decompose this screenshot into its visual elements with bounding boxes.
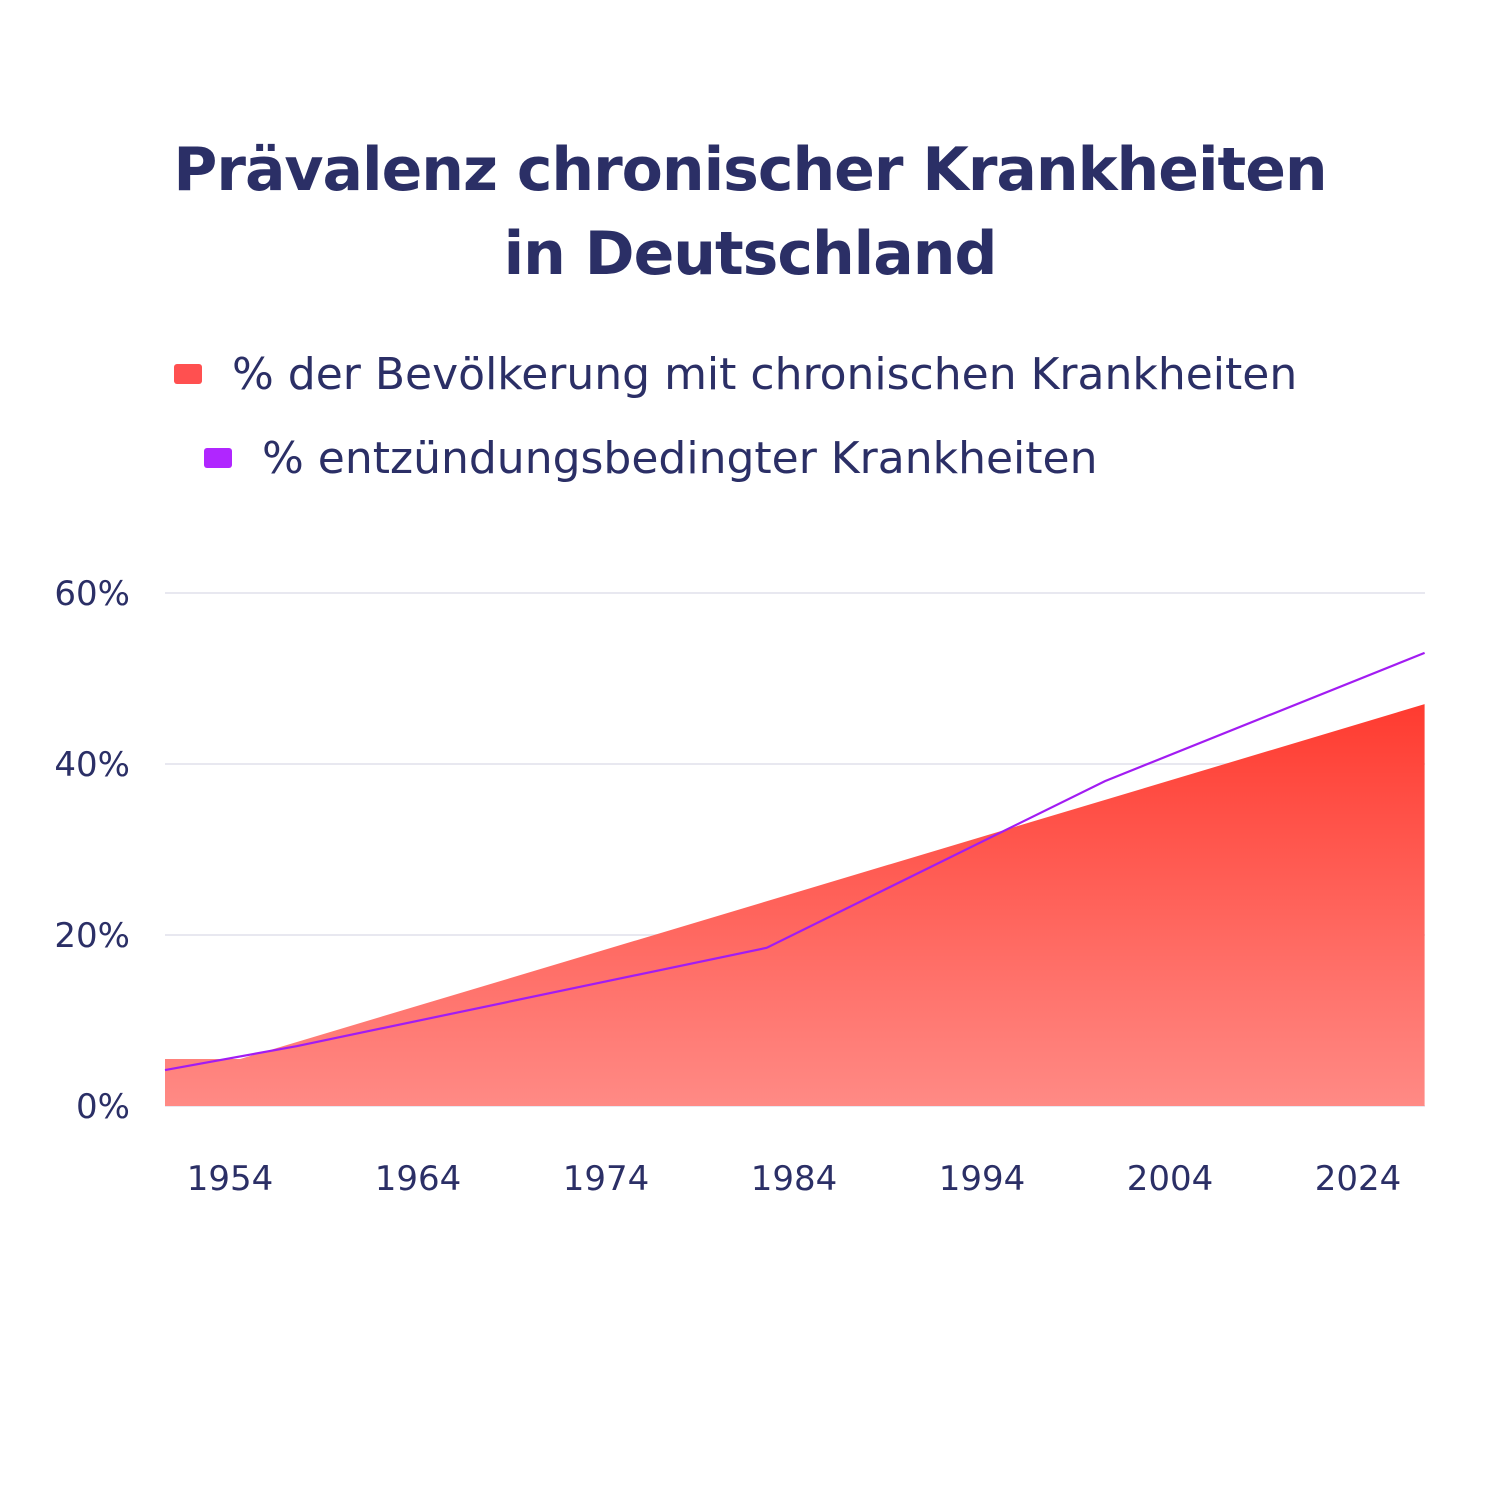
legend-label-chronic: % der Bevölkerung mit chronischen Krankh… [232, 348, 1298, 400]
area-series [165, 704, 1425, 1106]
x-tick-label: 1954 [187, 1159, 274, 1199]
y-tick-label: 20% [54, 916, 130, 956]
x-tick-label: 2004 [1127, 1159, 1214, 1199]
legend-item-inflammatory: % entzündungsbedingter Krankheiten [204, 428, 1097, 488]
x-tick-label: 2024 [1315, 1159, 1402, 1199]
x-axis-ticks: 1954 1964 1974 1984 1994 2004 2024 [187, 1159, 1402, 1199]
y-axis-ticks: 0% 20% 40% 60% [54, 574, 130, 1127]
x-tick-label: 1974 [563, 1159, 650, 1199]
x-tick-label: 1984 [751, 1159, 838, 1199]
area-chronic-diseases [165, 704, 1425, 1106]
line-series [164, 651, 1426, 1072]
y-tick-label: 0% [76, 1087, 130, 1127]
chart-title-line-1: Prävalenz chronischer Krankheiten [173, 135, 1327, 205]
x-tick-label: 1994 [939, 1159, 1026, 1199]
x-tick-label: 1964 [375, 1159, 462, 1199]
legend-label-inflammatory: % entzündungsbedingter Krankheiten [262, 432, 1098, 484]
y-tick-label: 60% [54, 574, 130, 614]
legend-swatch-chronic [174, 364, 202, 384]
y-tick-label: 40% [54, 745, 130, 785]
line-inflammatory-diseases [164, 651, 1426, 1072]
legend-swatch-inflammatory [204, 448, 232, 468]
chart-title: Prävalenz chronischer Krankheiten in Deu… [0, 128, 1500, 296]
chart-title-line-2: in Deutschland [503, 219, 998, 289]
legend-item-chronic: % der Bevölkerung mit chronischen Krankh… [174, 344, 1297, 404]
